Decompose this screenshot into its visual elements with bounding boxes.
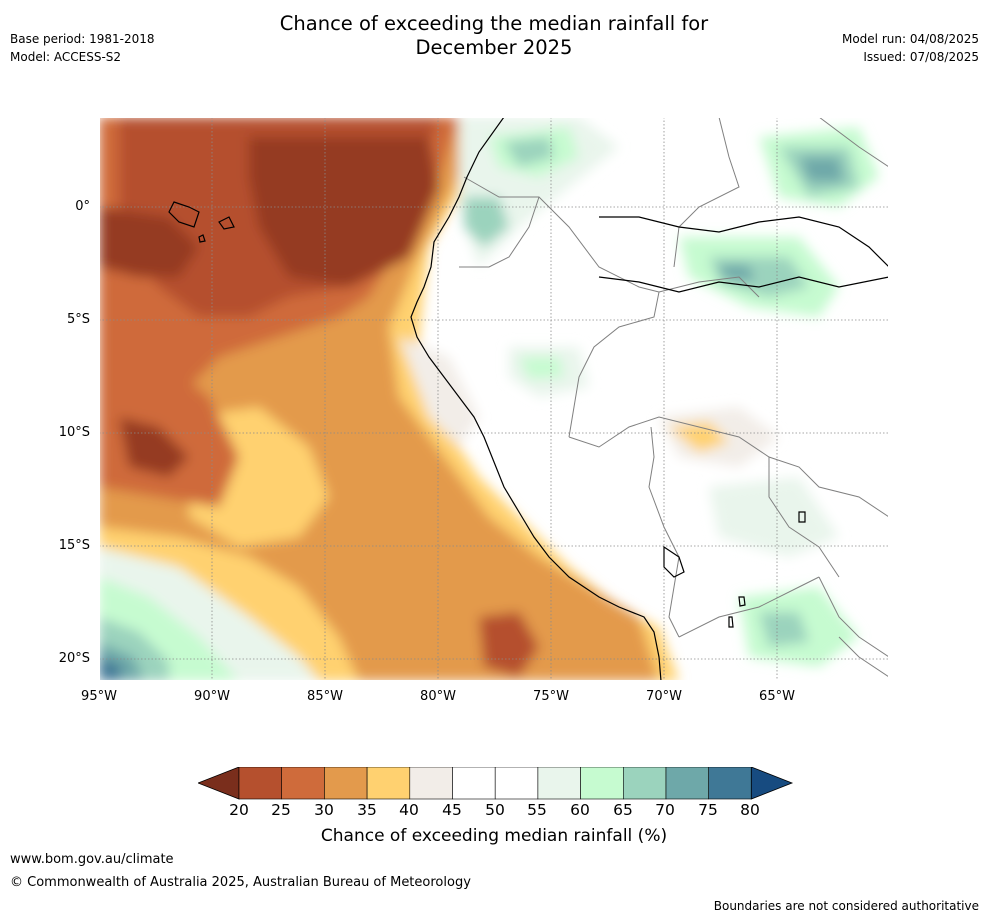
lon-label-95w: 95°W: [81, 689, 117, 704]
lon-label-85w: 85°W: [307, 689, 343, 704]
region-75pct-northeast: [799, 157, 844, 182]
lat-label-5s: 5°S: [66, 312, 90, 327]
colorbar-bin-60-65: [580, 766, 624, 800]
colorbar-bin-45-50: [452, 766, 496, 800]
region-65pct-land-1: [519, 357, 564, 379]
colorbar-tick-80: 80: [740, 801, 760, 819]
lon-label-80w: 80°W: [420, 689, 456, 704]
title-line-2: December 2025: [415, 36, 573, 59]
colorbar-tick-60: 60: [570, 801, 590, 819]
region-70pct-north: [504, 137, 554, 167]
colorbar-tick-30: 30: [314, 801, 334, 819]
map-frame: [99, 117, 889, 681]
lon-label-75w: 75°W: [533, 689, 569, 704]
base-period-label: Base period: 1981-2018: [10, 32, 155, 46]
colorbar-tick-40: 40: [399, 801, 419, 819]
colorbar-tick-65: 65: [613, 801, 633, 819]
probability-field: [99, 117, 889, 681]
region-80pct-southwest: [99, 657, 121, 681]
colorbar-bin-40-45: [409, 766, 453, 800]
colorbar-tick-70: 70: [655, 801, 675, 819]
model-label: Model: ACCESS-S2: [10, 50, 122, 64]
website-link[interactable]: www.bom.gov.au/climate: [10, 852, 174, 867]
colorbar: [196, 766, 794, 805]
colorbar-tick-25: 25: [271, 801, 291, 819]
region-25pct-coastal: [479, 612, 539, 677]
colorbar-tick-55: 55: [527, 801, 547, 819]
region-60pct-land-2: [709, 477, 839, 557]
coastline: [168, 117, 889, 681]
colorbar-bin-70-75: [665, 766, 710, 800]
region-40pct-land: [669, 422, 729, 452]
colorbar-bin-55-60: [537, 766, 581, 800]
colorbar-bin-50-55: [494, 766, 539, 800]
graticule: [99, 117, 889, 681]
lon-label-90w: 90°W: [194, 689, 230, 704]
region-70pct-land-2: [759, 612, 809, 647]
lon-label-70w: 70°W: [646, 689, 682, 704]
rainfall-probability-map: [99, 117, 889, 681]
copyright-text: © Commonwealth of Australia 2025, Austra…: [10, 875, 471, 890]
region-20pct-west: [99, 207, 199, 277]
colorbar-bin-75-80: [708, 766, 752, 800]
colorbar-bin-35-40: [366, 766, 411, 800]
colorbar-label: Chance of exceeding median rainfall (%): [320, 826, 668, 846]
page-title: Chance of exceeding the median rainfall …: [0, 12, 988, 60]
region-45pct-ocean-east: [399, 337, 479, 447]
country-borders: [459, 117, 889, 678]
lat-label-15s: 15°S: [58, 538, 90, 553]
colorbar-bin-65-70: [622, 766, 667, 800]
title-line-1: Chance of exceeding the median rainfall …: [279, 12, 709, 35]
region-75pct-amazon: [719, 265, 754, 282]
boundaries-disclaimer: Boundaries are not considered authoritat…: [713, 899, 979, 913]
colorbar-tick-75: 75: [698, 801, 718, 819]
colorbar-tick-20: 20: [229, 801, 249, 819]
colorbar-bin-25-30: [281, 766, 325, 800]
region-30pct-southwest: [99, 357, 239, 507]
colorbar-tick-45: 45: [442, 801, 462, 819]
colorbar-bin-20-25: [238, 766, 283, 800]
colorbar-high-arrow: [750, 766, 794, 800]
model-run-label: Model run: 04/08/2025: [841, 32, 979, 46]
region-20pct-southwest: [119, 417, 189, 477]
colorbar-bin-30-35: [324, 766, 368, 800]
lon-label-65w: 65°W: [759, 689, 795, 704]
colorbar-tick-50: 50: [485, 801, 505, 819]
region-20pct: [249, 137, 439, 287]
lat-label-0: 0°: [75, 199, 90, 214]
colorbar-tick-35: 35: [357, 801, 377, 819]
lat-label-20s: 20°S: [58, 651, 90, 666]
lat-label-10s: 10°S: [58, 425, 90, 440]
colorbar-low-arrow: [196, 766, 240, 800]
issued-label: Issued: 07/08/2025: [863, 50, 979, 64]
region-70pct-north-2: [464, 197, 509, 247]
